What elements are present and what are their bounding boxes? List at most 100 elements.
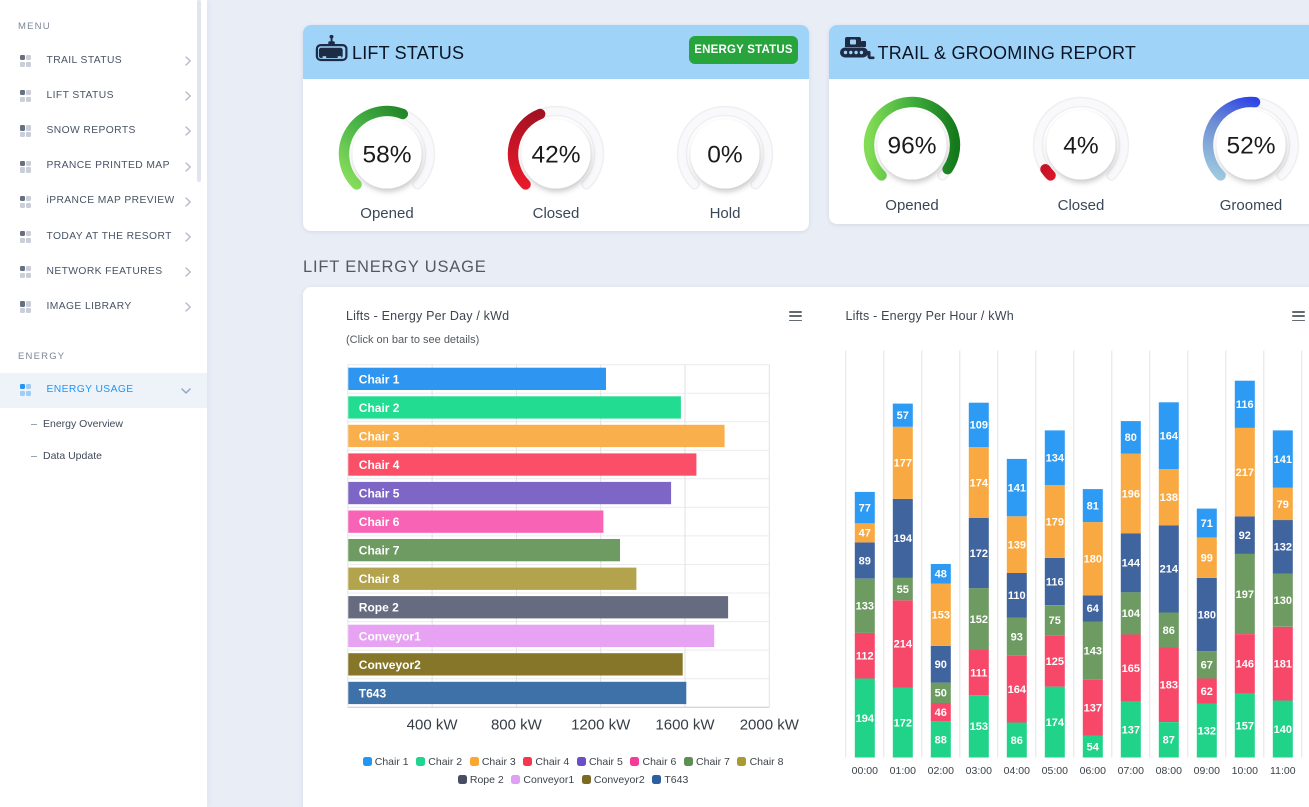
- svg-text:71: 71: [1201, 518, 1213, 530]
- svg-text:Chair 8: Chair 8: [359, 572, 400, 586]
- svg-text:Conveyor2: Conveyor2: [359, 658, 421, 672]
- svg-text:58%: 58%: [362, 141, 411, 168]
- svg-text:10:00: 10:00: [1232, 765, 1258, 777]
- svg-text:137: 137: [1084, 702, 1102, 714]
- svg-text:46: 46: [935, 707, 947, 719]
- svg-text:111: 111: [970, 667, 987, 679]
- svg-text:110: 110: [1008, 590, 1026, 602]
- svg-text:138: 138: [1160, 492, 1178, 504]
- svg-text:194: 194: [856, 713, 875, 725]
- svg-text:Chair 1: Chair 1: [359, 372, 400, 386]
- svg-text:109: 109: [970, 420, 988, 432]
- svg-text:183: 183: [1160, 680, 1178, 692]
- svg-text:96%: 96%: [887, 133, 936, 160]
- svg-text:130: 130: [1274, 595, 1292, 607]
- svg-text:800 kW: 800 kW: [491, 717, 543, 734]
- svg-text:48: 48: [935, 569, 947, 581]
- svg-text:177: 177: [894, 458, 912, 470]
- svg-text:165: 165: [1122, 663, 1140, 675]
- svg-text:04:00: 04:00: [1004, 765, 1030, 777]
- svg-text:Chair 7: Chair 7: [359, 544, 400, 558]
- svg-text:116: 116: [1236, 399, 1254, 411]
- svg-text:47: 47: [859, 528, 871, 540]
- svg-text:08:00: 08:00: [1156, 765, 1182, 777]
- svg-text:93: 93: [1011, 632, 1023, 644]
- svg-text:11:00: 11:00: [1270, 765, 1296, 777]
- svg-text:174: 174: [970, 477, 989, 489]
- svg-text:152: 152: [970, 614, 988, 626]
- svg-text:172: 172: [970, 548, 988, 560]
- svg-text:Chair 4: Chair 4: [359, 458, 400, 472]
- svg-text:92: 92: [1239, 530, 1251, 542]
- svg-text:194: 194: [894, 533, 913, 545]
- svg-text:174: 174: [1046, 717, 1065, 729]
- svg-text:90: 90: [935, 659, 947, 671]
- svg-text:1200 kW: 1200 kW: [571, 717, 631, 734]
- svg-text:1600 kW: 1600 kW: [655, 717, 715, 734]
- svg-text:180: 180: [1198, 609, 1216, 621]
- svg-text:00:00: 00:00: [852, 765, 878, 777]
- svg-text:06:00: 06:00: [1080, 765, 1106, 777]
- svg-text:42%: 42%: [531, 141, 580, 168]
- svg-text:132: 132: [1274, 542, 1292, 554]
- svg-text:400 kW: 400 kW: [407, 717, 459, 734]
- svg-text:86: 86: [1163, 625, 1175, 637]
- svg-text:153: 153: [970, 721, 988, 733]
- svg-text:88: 88: [935, 734, 947, 746]
- svg-text:77: 77: [859, 502, 871, 514]
- svg-text:79: 79: [1277, 499, 1289, 511]
- svg-text:116: 116: [1046, 576, 1064, 588]
- svg-text:181: 181: [1274, 658, 1292, 670]
- svg-text:01:00: 01:00: [890, 765, 916, 777]
- svg-text:Rope 2: Rope 2: [359, 601, 399, 615]
- svg-text:141: 141: [1274, 454, 1292, 466]
- svg-text:0%: 0%: [707, 141, 742, 168]
- svg-text:55: 55: [897, 584, 909, 596]
- svg-text:134: 134: [1046, 453, 1065, 465]
- svg-text:4%: 4%: [1063, 133, 1098, 160]
- svg-text:64: 64: [1087, 603, 1100, 615]
- svg-text:172: 172: [894, 717, 912, 729]
- svg-text:02:00: 02:00: [928, 765, 954, 777]
- svg-text:54: 54: [1087, 741, 1100, 753]
- svg-text:179: 179: [1046, 516, 1064, 528]
- svg-text:89: 89: [859, 555, 871, 567]
- svg-text:214: 214: [894, 639, 913, 651]
- svg-text:87: 87: [1163, 735, 1175, 747]
- svg-text:07:00: 07:00: [1118, 765, 1144, 777]
- svg-text:137: 137: [1122, 724, 1140, 736]
- svg-text:164: 164: [1008, 684, 1027, 696]
- svg-text:157: 157: [1236, 720, 1254, 732]
- svg-text:81: 81: [1087, 500, 1099, 512]
- svg-text:57: 57: [897, 410, 909, 422]
- svg-text:86: 86: [1011, 735, 1023, 747]
- svg-text:164: 164: [1160, 431, 1179, 443]
- svg-text:03:00: 03:00: [966, 765, 992, 777]
- svg-text:125: 125: [1046, 656, 1064, 668]
- svg-text:62: 62: [1201, 686, 1213, 698]
- svg-text:Chair 2: Chair 2: [359, 401, 400, 415]
- svg-text:217: 217: [1236, 467, 1254, 479]
- svg-text:153: 153: [932, 610, 950, 622]
- svg-text:141: 141: [1008, 483, 1026, 495]
- svg-text:99: 99: [1201, 553, 1213, 565]
- svg-text:104: 104: [1122, 608, 1141, 620]
- svg-text:Chair 6: Chair 6: [359, 515, 400, 529]
- svg-text:196: 196: [1122, 488, 1140, 500]
- svg-text:2000 kW: 2000 kW: [740, 717, 800, 734]
- svg-text:52%: 52%: [1226, 133, 1275, 160]
- svg-text:75: 75: [1049, 615, 1061, 627]
- svg-text:112: 112: [856, 651, 874, 663]
- svg-text:09:00: 09:00: [1194, 765, 1220, 777]
- svg-text:140: 140: [1274, 724, 1292, 736]
- svg-text:Chair 5: Chair 5: [359, 487, 400, 501]
- svg-text:Conveyor1: Conveyor1: [359, 629, 421, 643]
- svg-text:67: 67: [1201, 660, 1213, 672]
- svg-text:132: 132: [1198, 725, 1216, 737]
- svg-text:146: 146: [1236, 659, 1254, 671]
- svg-text:50: 50: [935, 688, 947, 700]
- svg-text:Chair 3: Chair 3: [359, 429, 400, 443]
- svg-text:05:00: 05:00: [1042, 765, 1068, 777]
- svg-text:214: 214: [1160, 564, 1179, 576]
- svg-text:143: 143: [1084, 645, 1102, 657]
